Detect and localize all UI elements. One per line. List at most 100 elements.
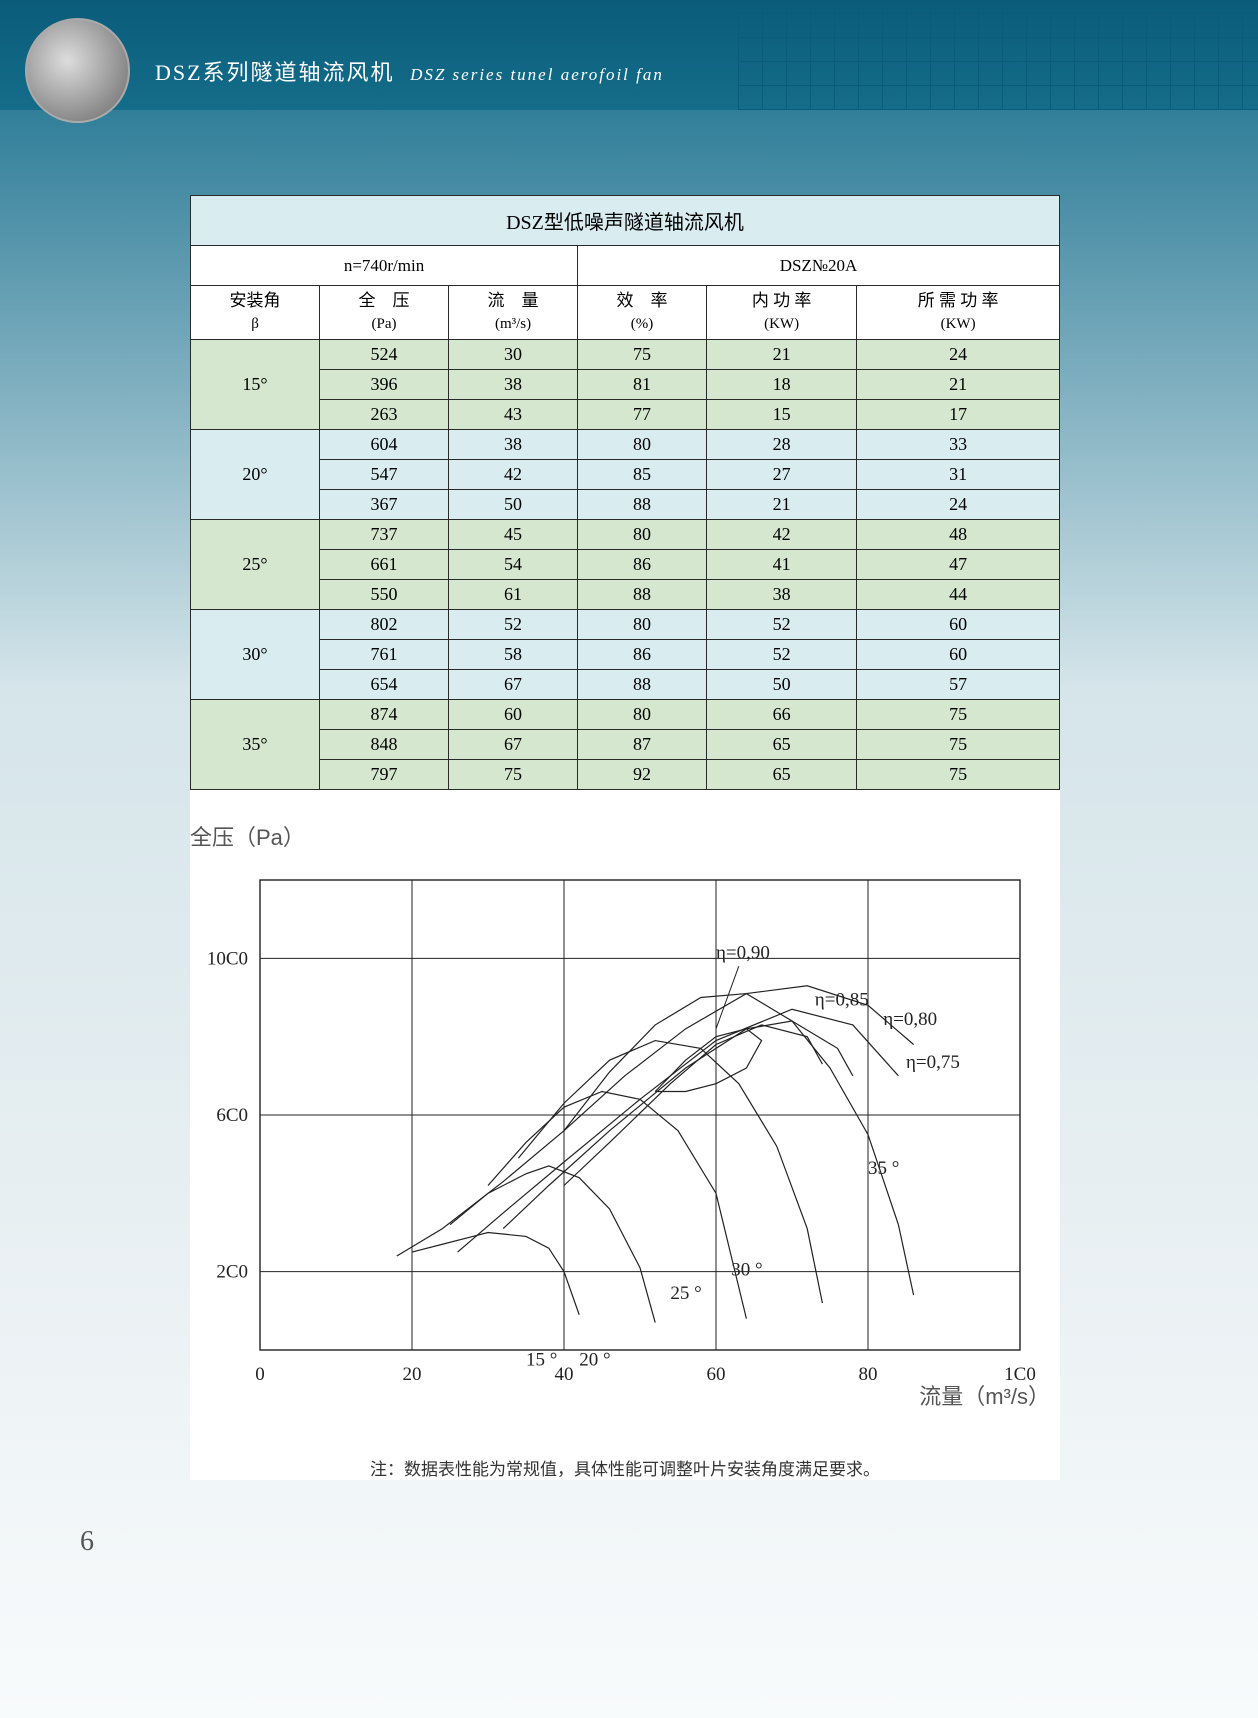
footnote: 注：数据表性能为常规值，具体性能可调整叶片安装角度满足要求。: [190, 1455, 1060, 1480]
data-cell: 43: [449, 399, 578, 429]
data-cell: 87: [578, 729, 707, 759]
data-cell: 52: [707, 609, 857, 639]
table-row: 20°60438802833: [191, 429, 1060, 459]
data-cell: 60: [857, 609, 1060, 639]
data-cell: 85: [578, 459, 707, 489]
data-cell: 67: [449, 729, 578, 759]
data-cell: 60: [449, 699, 578, 729]
data-cell: 848: [320, 729, 449, 759]
data-cell: 263: [320, 399, 449, 429]
table-row: 66154864147: [191, 549, 1060, 579]
svg-text:20 °: 20 °: [579, 1349, 610, 1370]
data-cell: 21: [707, 339, 857, 369]
angle-cell: 30°: [191, 609, 320, 699]
chart-area: 全压（Pa） 0204060801C02C06C010C015 °20 °25 …: [190, 820, 1060, 1405]
table-row: 65467885057: [191, 669, 1060, 699]
data-cell: 367: [320, 489, 449, 519]
table-row: 25°73745804248: [191, 519, 1060, 549]
data-cell: 86: [578, 639, 707, 669]
data-cell: 88: [578, 669, 707, 699]
table-row: 84867876575: [191, 729, 1060, 759]
fan-icon: [25, 18, 130, 123]
svg-text:η=0,85: η=0,85: [815, 989, 869, 1010]
data-cell: 58: [449, 639, 578, 669]
data-cell: 86: [578, 549, 707, 579]
data-cell: 75: [857, 699, 1060, 729]
data-cell: 761: [320, 639, 449, 669]
table-info-left: n=740r/min: [191, 246, 578, 286]
data-cell: 38: [449, 369, 578, 399]
svg-text:25 °: 25 °: [670, 1283, 701, 1304]
data-cell: 396: [320, 369, 449, 399]
data-cell: 41: [707, 549, 857, 579]
header-title: DSZ系列隧道轴流风机 DSZ series tunel aerofoil fa…: [155, 55, 664, 87]
data-cell: 75: [857, 759, 1060, 789]
data-cell: 80: [578, 699, 707, 729]
svg-text:6C0: 6C0: [216, 1105, 248, 1126]
data-cell: 30: [449, 339, 578, 369]
data-cell: 797: [320, 759, 449, 789]
svg-text:η=0,90: η=0,90: [716, 942, 770, 963]
page-content: DSZ型低噪声隧道轴流风机 n=740r/min DSZ№20A 安装角β全 压…: [190, 195, 1060, 1480]
table-row: 54742852731: [191, 459, 1060, 489]
column-header: 安装角β: [191, 286, 320, 340]
header-grid-pattern: [738, 0, 1258, 110]
data-cell: 75: [857, 729, 1060, 759]
data-cell: 75: [449, 759, 578, 789]
data-cell: 33: [857, 429, 1060, 459]
data-cell: 48: [857, 519, 1060, 549]
data-cell: 38: [707, 579, 857, 609]
data-cell: 52: [707, 639, 857, 669]
data-cell: 874: [320, 699, 449, 729]
column-header: 内 功 率(KW): [707, 286, 857, 340]
column-header: 全 压(Pa): [320, 286, 449, 340]
spec-table: DSZ型低噪声隧道轴流风机 n=740r/min DSZ№20A 安装角β全 压…: [190, 195, 1060, 790]
data-cell: 61: [449, 579, 578, 609]
data-cell: 18: [707, 369, 857, 399]
data-cell: 524: [320, 339, 449, 369]
data-cell: 802: [320, 609, 449, 639]
data-cell: 52: [449, 609, 578, 639]
data-cell: 21: [707, 489, 857, 519]
data-cell: 75: [578, 339, 707, 369]
performance-chart: 0204060801C02C06C010C015 °20 °25 °30 °35…: [190, 870, 1060, 1400]
data-cell: 81: [578, 369, 707, 399]
svg-text:0: 0: [255, 1364, 265, 1385]
data-cell: 80: [578, 429, 707, 459]
column-header: 流 量(m³/s): [449, 286, 578, 340]
data-cell: 15: [707, 399, 857, 429]
data-cell: 45: [449, 519, 578, 549]
angle-cell: 35°: [191, 699, 320, 789]
data-cell: 60: [857, 639, 1060, 669]
svg-text:30 °: 30 °: [731, 1259, 762, 1280]
table-row: 15°52430752124: [191, 339, 1060, 369]
table-row: 76158865260: [191, 639, 1060, 669]
table-row: 35°87460806675: [191, 699, 1060, 729]
table-row: 55061883844: [191, 579, 1060, 609]
data-cell: 54: [449, 549, 578, 579]
angle-cell: 20°: [191, 429, 320, 519]
column-header: 所 需 功 率(KW): [857, 286, 1060, 340]
data-cell: 42: [707, 519, 857, 549]
svg-text:60: 60: [707, 1364, 726, 1385]
data-cell: 737: [320, 519, 449, 549]
data-cell: 50: [707, 669, 857, 699]
data-cell: 550: [320, 579, 449, 609]
data-cell: 88: [578, 489, 707, 519]
column-header: 效 率(%): [578, 286, 707, 340]
header-title-cn: DSZ系列隧道轴流风机: [155, 60, 395, 85]
data-cell: 24: [857, 489, 1060, 519]
table-row: 39638811821: [191, 369, 1060, 399]
data-cell: 57: [857, 669, 1060, 699]
data-cell: 92: [578, 759, 707, 789]
svg-text:10C0: 10C0: [207, 948, 248, 969]
data-cell: 47: [857, 549, 1060, 579]
table-row: 26343771517: [191, 399, 1060, 429]
data-cell: 17: [857, 399, 1060, 429]
data-cell: 42: [449, 459, 578, 489]
angle-cell: 25°: [191, 519, 320, 609]
svg-text:15 °: 15 °: [526, 1349, 557, 1370]
svg-text:80: 80: [859, 1364, 878, 1385]
svg-text:η=0,75: η=0,75: [906, 1052, 960, 1073]
page-number: 6: [80, 1526, 94, 1558]
